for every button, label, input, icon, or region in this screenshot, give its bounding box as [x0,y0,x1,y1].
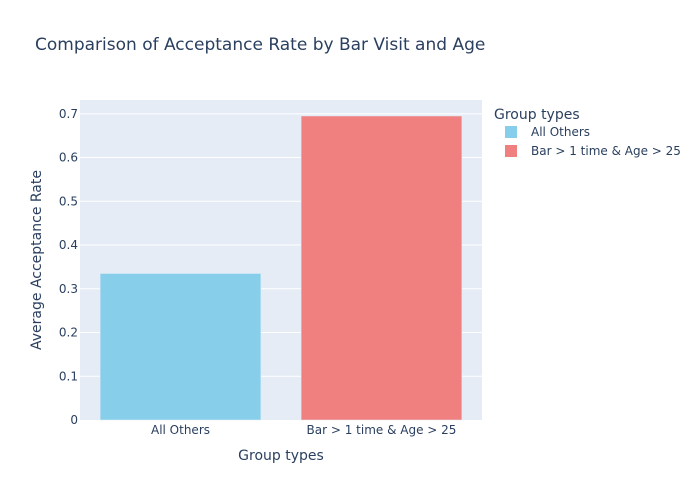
legend-swatch [505,145,517,157]
y-tick-label: 0 [70,413,78,427]
y-tick-label: 0.7 [59,107,78,121]
bars [99,115,463,421]
y-tick-label: 0.5 [59,194,78,208]
x-axis-title: Group types [238,448,324,464]
chart-title: Comparison of Acceptance Rate by Bar Vis… [35,35,485,55]
legend-items: All Others Bar > 1 time & Age > 25 [505,125,681,158]
y-tick-label: 0.3 [59,282,78,296]
legend: Group types All Others Bar > 1 time & Age… [494,107,681,158]
y-tick-label: 0.2 [59,326,78,340]
y-tick-label: 0.1 [59,369,78,383]
y-axis-title: Average Acceptance Rate [29,170,45,350]
y-tick-label: 0.6 [59,151,78,165]
legend-entry: Bar > 1 time & Age > 25 [531,144,681,158]
x-tick-label: All Others [151,423,210,437]
legend-entry: All Others [531,125,590,139]
bar-bar-visit-age [300,115,463,421]
y-tick-label: 0.4 [59,238,78,252]
y-axis-ticks: 0 0.1 0.2 0.3 0.4 0.5 0.6 0.7 [59,107,78,427]
x-tick-label: Bar > 1 time & Age > 25 [307,423,457,437]
bar-all-others [99,273,262,421]
legend-title: Group types [494,107,580,123]
legend-swatch [505,126,517,138]
x-axis-ticks: All Others Bar > 1 time & Age > 25 [151,423,456,437]
